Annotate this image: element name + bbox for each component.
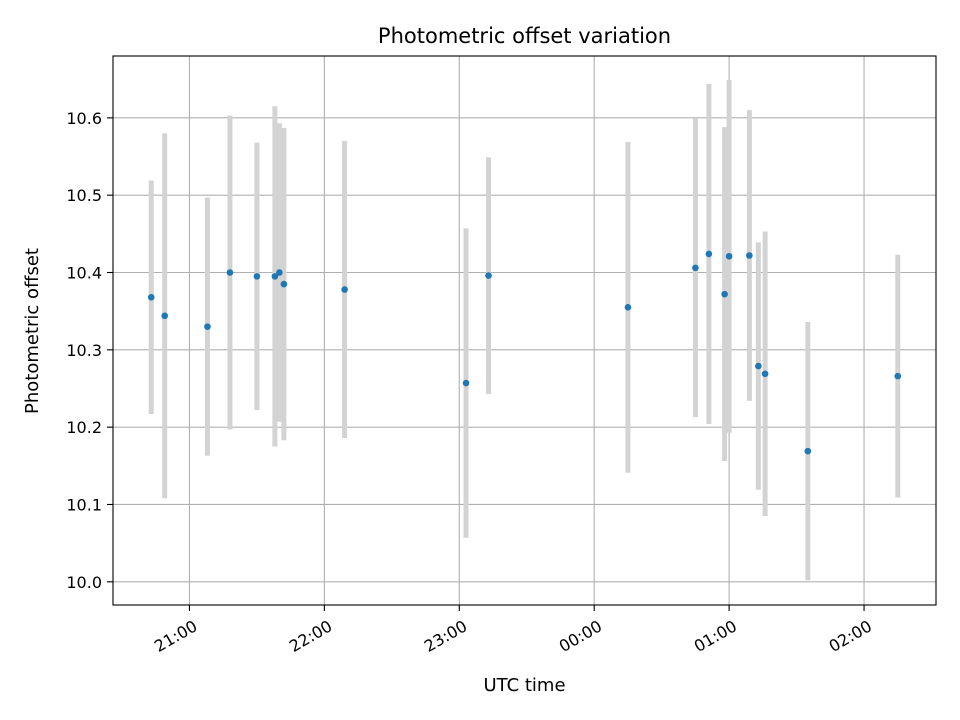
data-point <box>147 293 155 301</box>
data-point <box>692 264 699 272</box>
data-point <box>725 252 733 260</box>
data-point <box>746 252 753 259</box>
chart-title: Photometric offset variation <box>378 24 671 48</box>
x-axis-label: UTC time <box>483 675 565 696</box>
data-point <box>226 269 234 276</box>
data-point <box>894 372 902 380</box>
data-point <box>705 250 713 258</box>
y-tick-label: 10.2 <box>66 418 102 437</box>
data-point <box>761 370 769 378</box>
data-point <box>280 280 288 288</box>
data-point <box>161 312 169 320</box>
data-point <box>462 379 470 387</box>
y-tick-label: 10.0 <box>66 573 102 592</box>
y-tick-label: 10.3 <box>66 341 102 360</box>
y-tick-label: 10.4 <box>66 264 102 283</box>
data-point <box>204 323 211 330</box>
data-point <box>276 269 283 276</box>
y-axis-label: Photometric offset <box>22 248 43 414</box>
data-point <box>755 362 762 370</box>
data-point <box>271 273 279 280</box>
data-point <box>253 273 261 280</box>
data-point <box>624 304 632 311</box>
y-tick-label: 10.1 <box>66 495 102 514</box>
y-tick-label: 10.6 <box>66 109 102 128</box>
plot-frame <box>112 55 937 606</box>
y-tick-label: 10.5 <box>66 186 102 205</box>
data-points <box>147 250 902 455</box>
data-point <box>341 286 348 293</box>
data-point <box>485 272 492 279</box>
data-point <box>721 290 728 298</box>
data-point <box>804 447 812 455</box>
